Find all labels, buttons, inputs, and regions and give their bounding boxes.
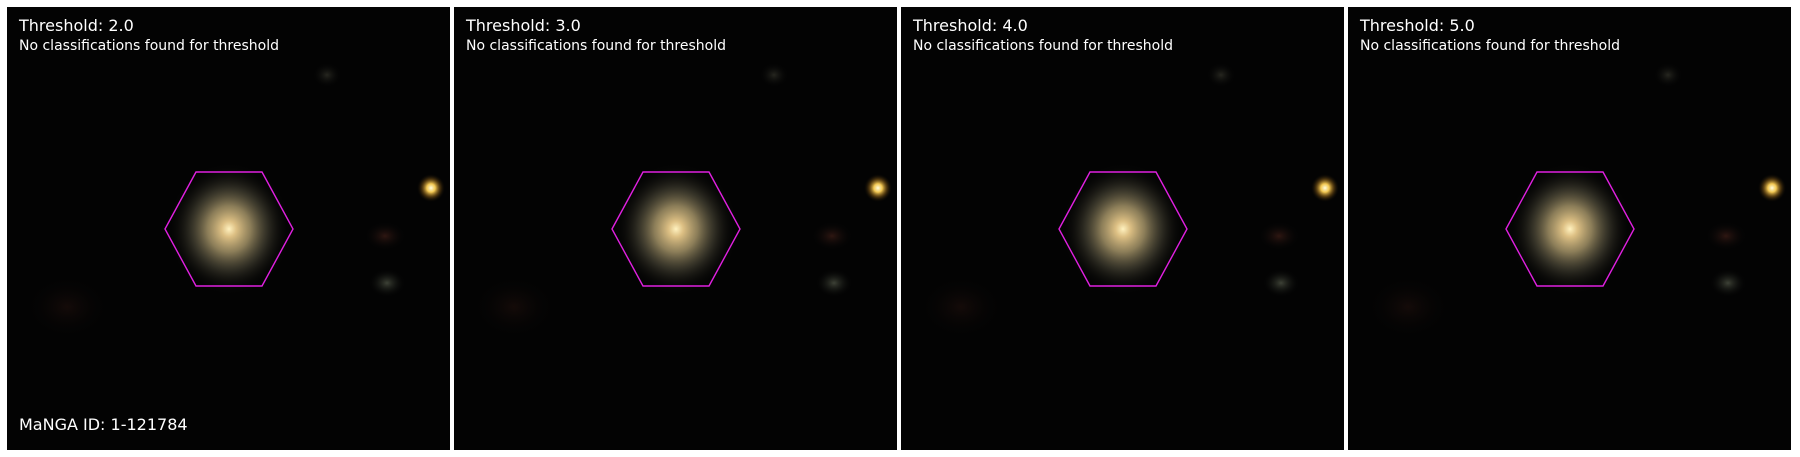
no-classifications-message: No classifications found for threshold: [913, 38, 1173, 54]
threshold-label: Threshold: 3.0: [466, 16, 581, 35]
target-galaxy: [1061, 163, 1185, 295]
threshold-label: Threshold: 2.0: [19, 16, 134, 35]
faint-source-blob: [760, 63, 788, 87]
faint-source-blob: [816, 269, 852, 297]
ifu-hexagon: [1058, 171, 1188, 287]
target-galaxy: [1508, 163, 1632, 295]
faint-source-blob: [313, 63, 341, 87]
faint-source-blob: [369, 269, 405, 297]
galaxy-image: [1368, 63, 1786, 337]
bright-star: [864, 174, 892, 202]
no-classifications-message: No classifications found for threshold: [19, 38, 279, 54]
faint-source-blob: [812, 222, 852, 250]
ifu-hexagon: [164, 171, 294, 287]
faint-source-blob: [1710, 269, 1746, 297]
faint-source-blob: [1259, 222, 1299, 250]
target-galaxy: [614, 163, 738, 295]
faint-source-blob: [1706, 222, 1746, 250]
bright-star: [1311, 174, 1339, 202]
threshold-panel-strip: Threshold: 2.0 No classifications found …: [7, 7, 1793, 450]
threshold-label: Threshold: 4.0: [913, 16, 1028, 35]
no-classifications-message: No classifications found for threshold: [1360, 38, 1620, 54]
galaxy-image: [921, 63, 1339, 337]
faint-source-blob: [1368, 277, 1448, 337]
faint-source-blob: [365, 222, 405, 250]
faint-source-blob: [474, 277, 554, 337]
threshold-label: Threshold: 5.0: [1360, 16, 1475, 35]
ifu-hexagon: [611, 171, 741, 287]
bright-star: [417, 174, 445, 202]
manga-id-label: MaNGA ID: 1-121784: [19, 415, 188, 434]
threshold-panel-4: Threshold: 4.0 No classifications found …: [901, 7, 1344, 450]
ifu-hexagon: [1505, 171, 1635, 287]
target-galaxy: [167, 163, 291, 295]
threshold-panel-2: Threshold: 2.0 No classifications found …: [7, 7, 450, 450]
threshold-panel-5: Threshold: 5.0 No classifications found …: [1348, 7, 1791, 450]
threshold-panel-3: Threshold: 3.0 No classifications found …: [454, 7, 897, 450]
no-classifications-message: No classifications found for threshold: [466, 38, 726, 54]
galaxy-image: [474, 63, 892, 337]
faint-source-blob: [1207, 63, 1235, 87]
faint-source-blob: [921, 277, 1001, 337]
galaxy-image: [27, 63, 445, 337]
faint-source-blob: [27, 277, 107, 337]
faint-source-blob: [1263, 269, 1299, 297]
faint-source-blob: [1654, 63, 1682, 87]
bright-star: [1758, 174, 1786, 202]
